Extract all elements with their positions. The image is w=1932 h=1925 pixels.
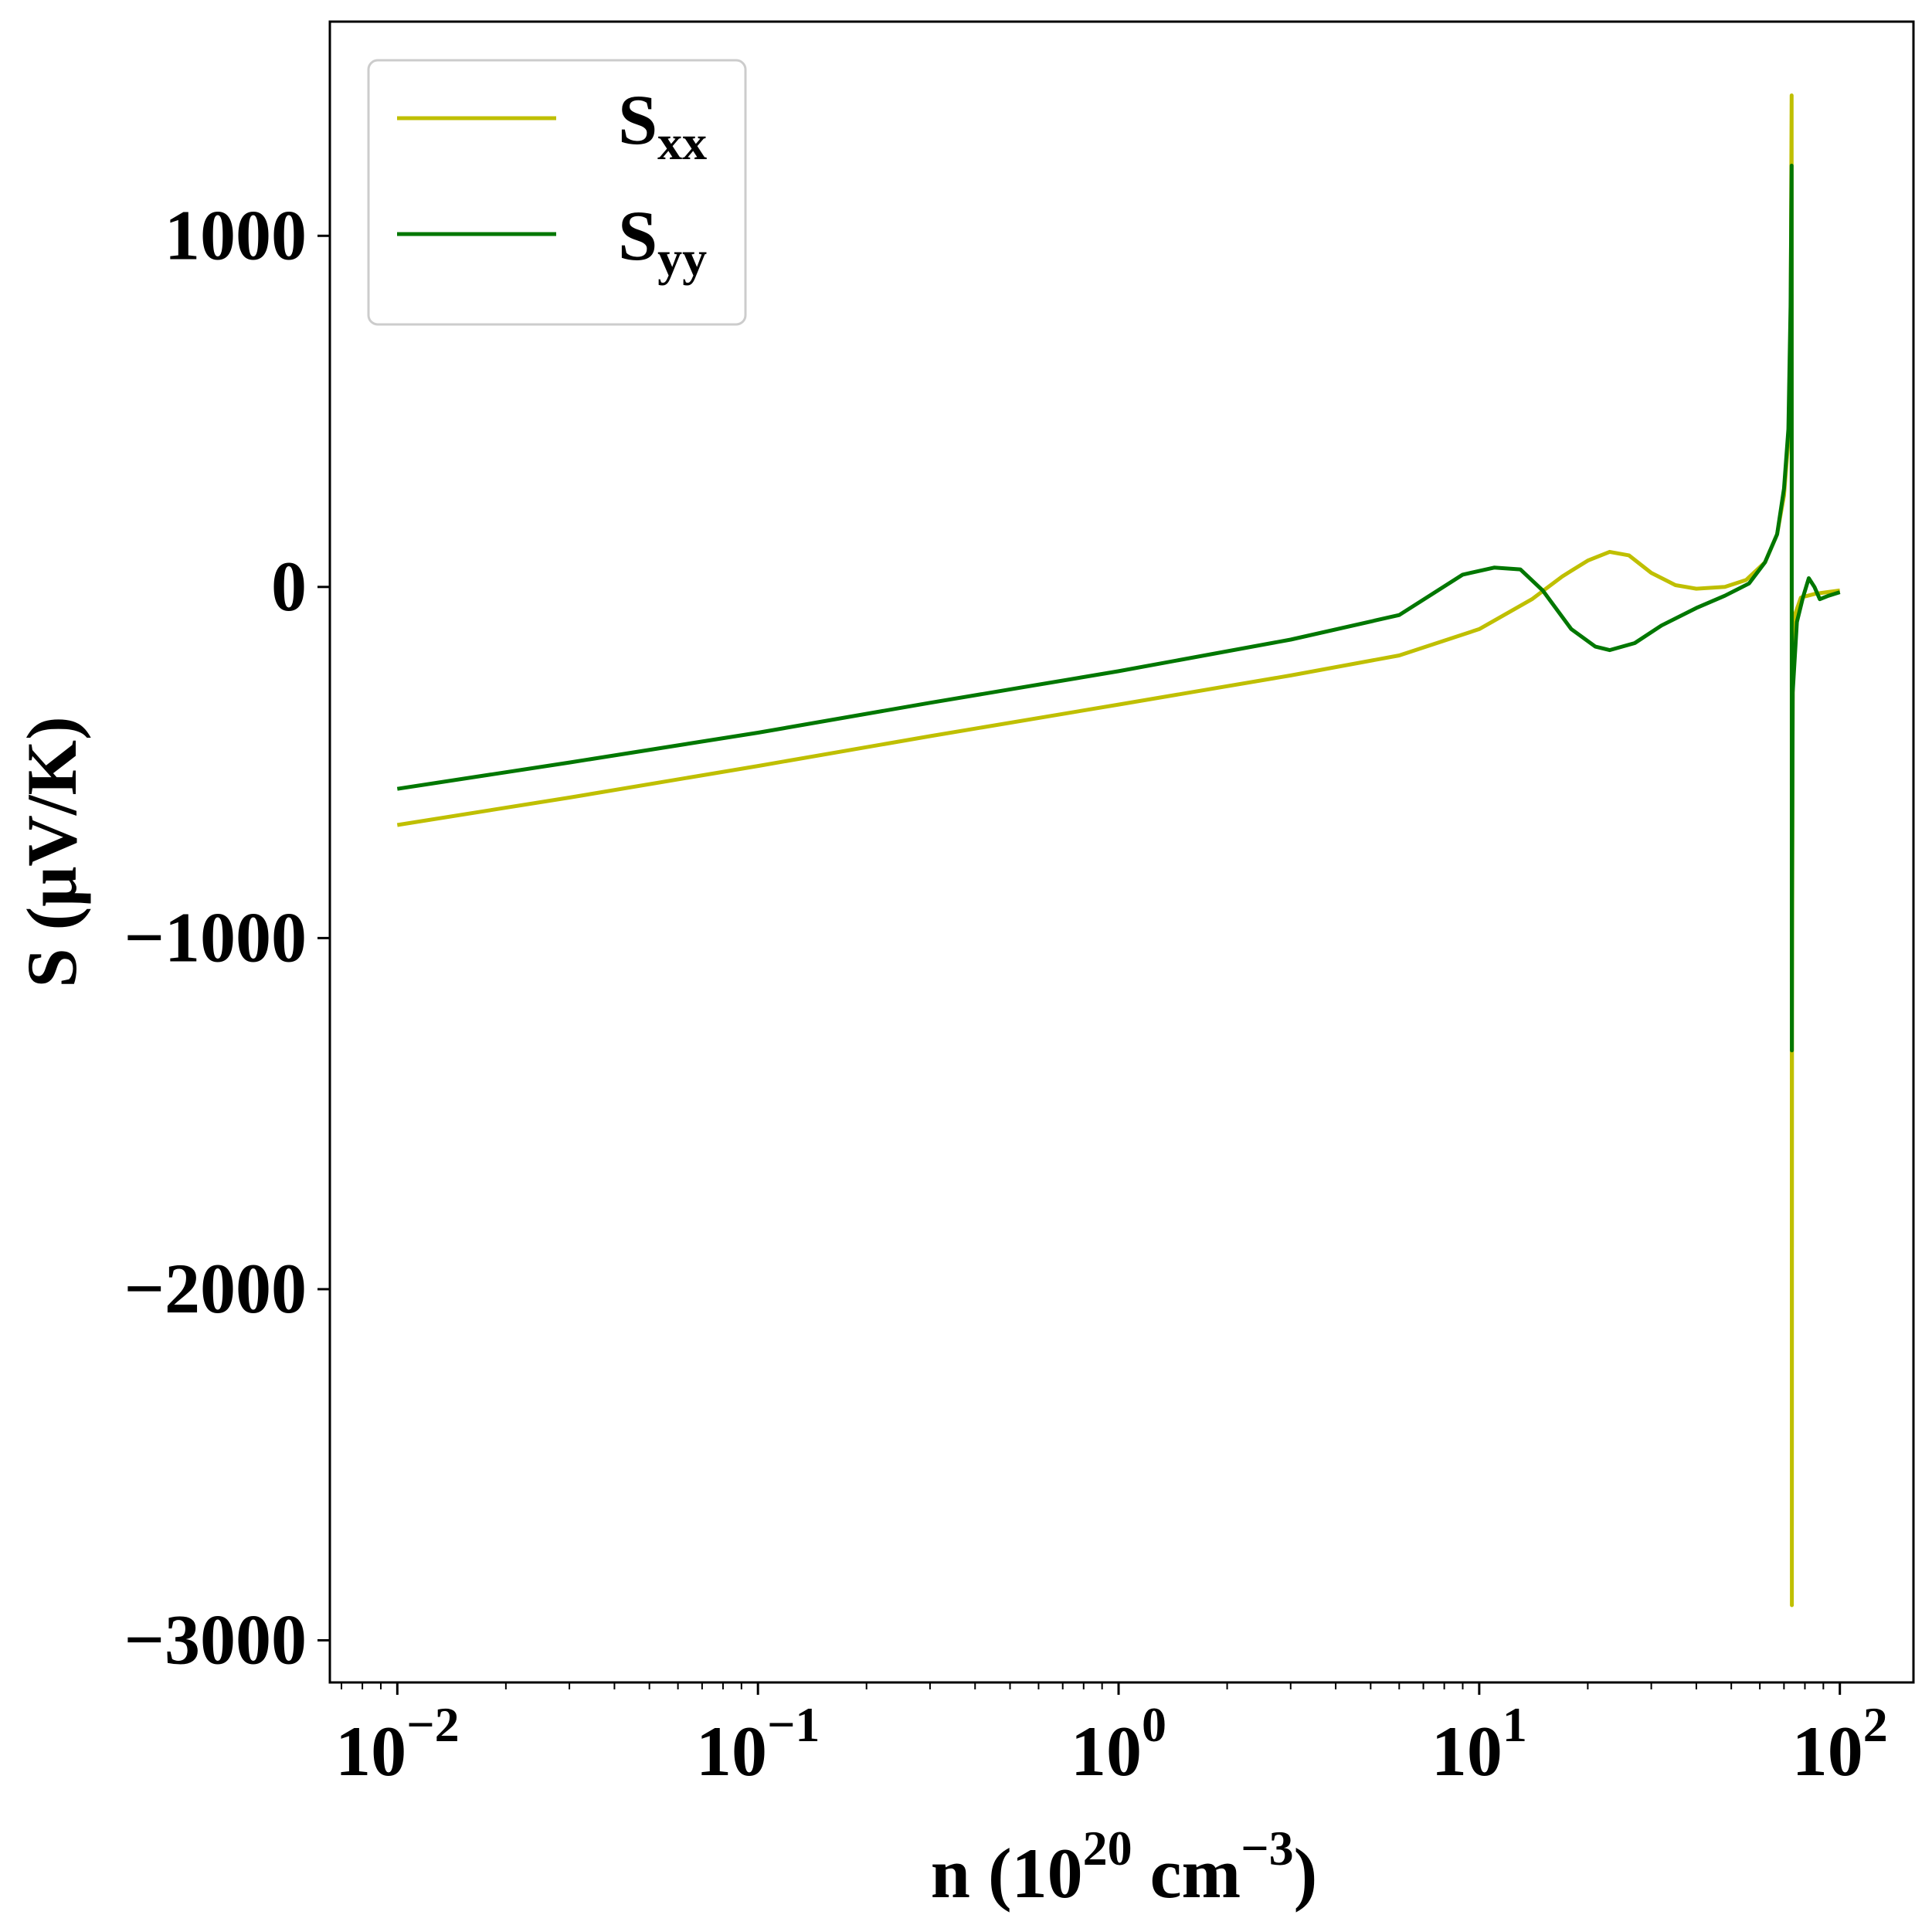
x-tick-label: 10−1 (696, 1697, 820, 1791)
x-axis-title-sup1: 20 (1083, 1821, 1132, 1876)
x-axis-title-sup2: −3 (1241, 1821, 1293, 1876)
x-axis-title-suffix: ) (1294, 1834, 1318, 1913)
series-line-yy (396, 163, 1841, 1053)
y-tick-label: −2000 (124, 1249, 307, 1328)
legend-box (367, 59, 747, 326)
y-tick-label: 0 (271, 547, 307, 626)
x-axis-title-mid: cm (1132, 1834, 1241, 1913)
y-tick-label: 1000 (165, 195, 307, 274)
x-tick-label: 101 (1431, 1697, 1527, 1791)
x-tick-label: 10−2 (335, 1697, 459, 1791)
y-axis: 1000 0 −1000 −2000 −3000 (124, 195, 330, 1679)
plot-area (328, 20, 1915, 1684)
series-layer (396, 93, 1841, 1608)
x-tick-label: 102 (1792, 1697, 1888, 1791)
y-tick-label: −3000 (124, 1600, 307, 1679)
y-tick-label: −1000 (124, 898, 307, 976)
x-tick-label: 100 (1071, 1697, 1166, 1791)
legend-label-sxx: Sxx (618, 80, 707, 170)
x-axis-title-prefix: n (10 (931, 1834, 1083, 1913)
legend-label-syy: Syy (618, 196, 707, 286)
x-axis-title: n (1020 cm−3) (931, 1821, 1317, 1913)
y-axis-title: S (μV/K) (12, 716, 91, 987)
x-axis: 10−2 10−1 100 101 102 (335, 1682, 1888, 1791)
legend: Sxx Syy (367, 59, 747, 326)
